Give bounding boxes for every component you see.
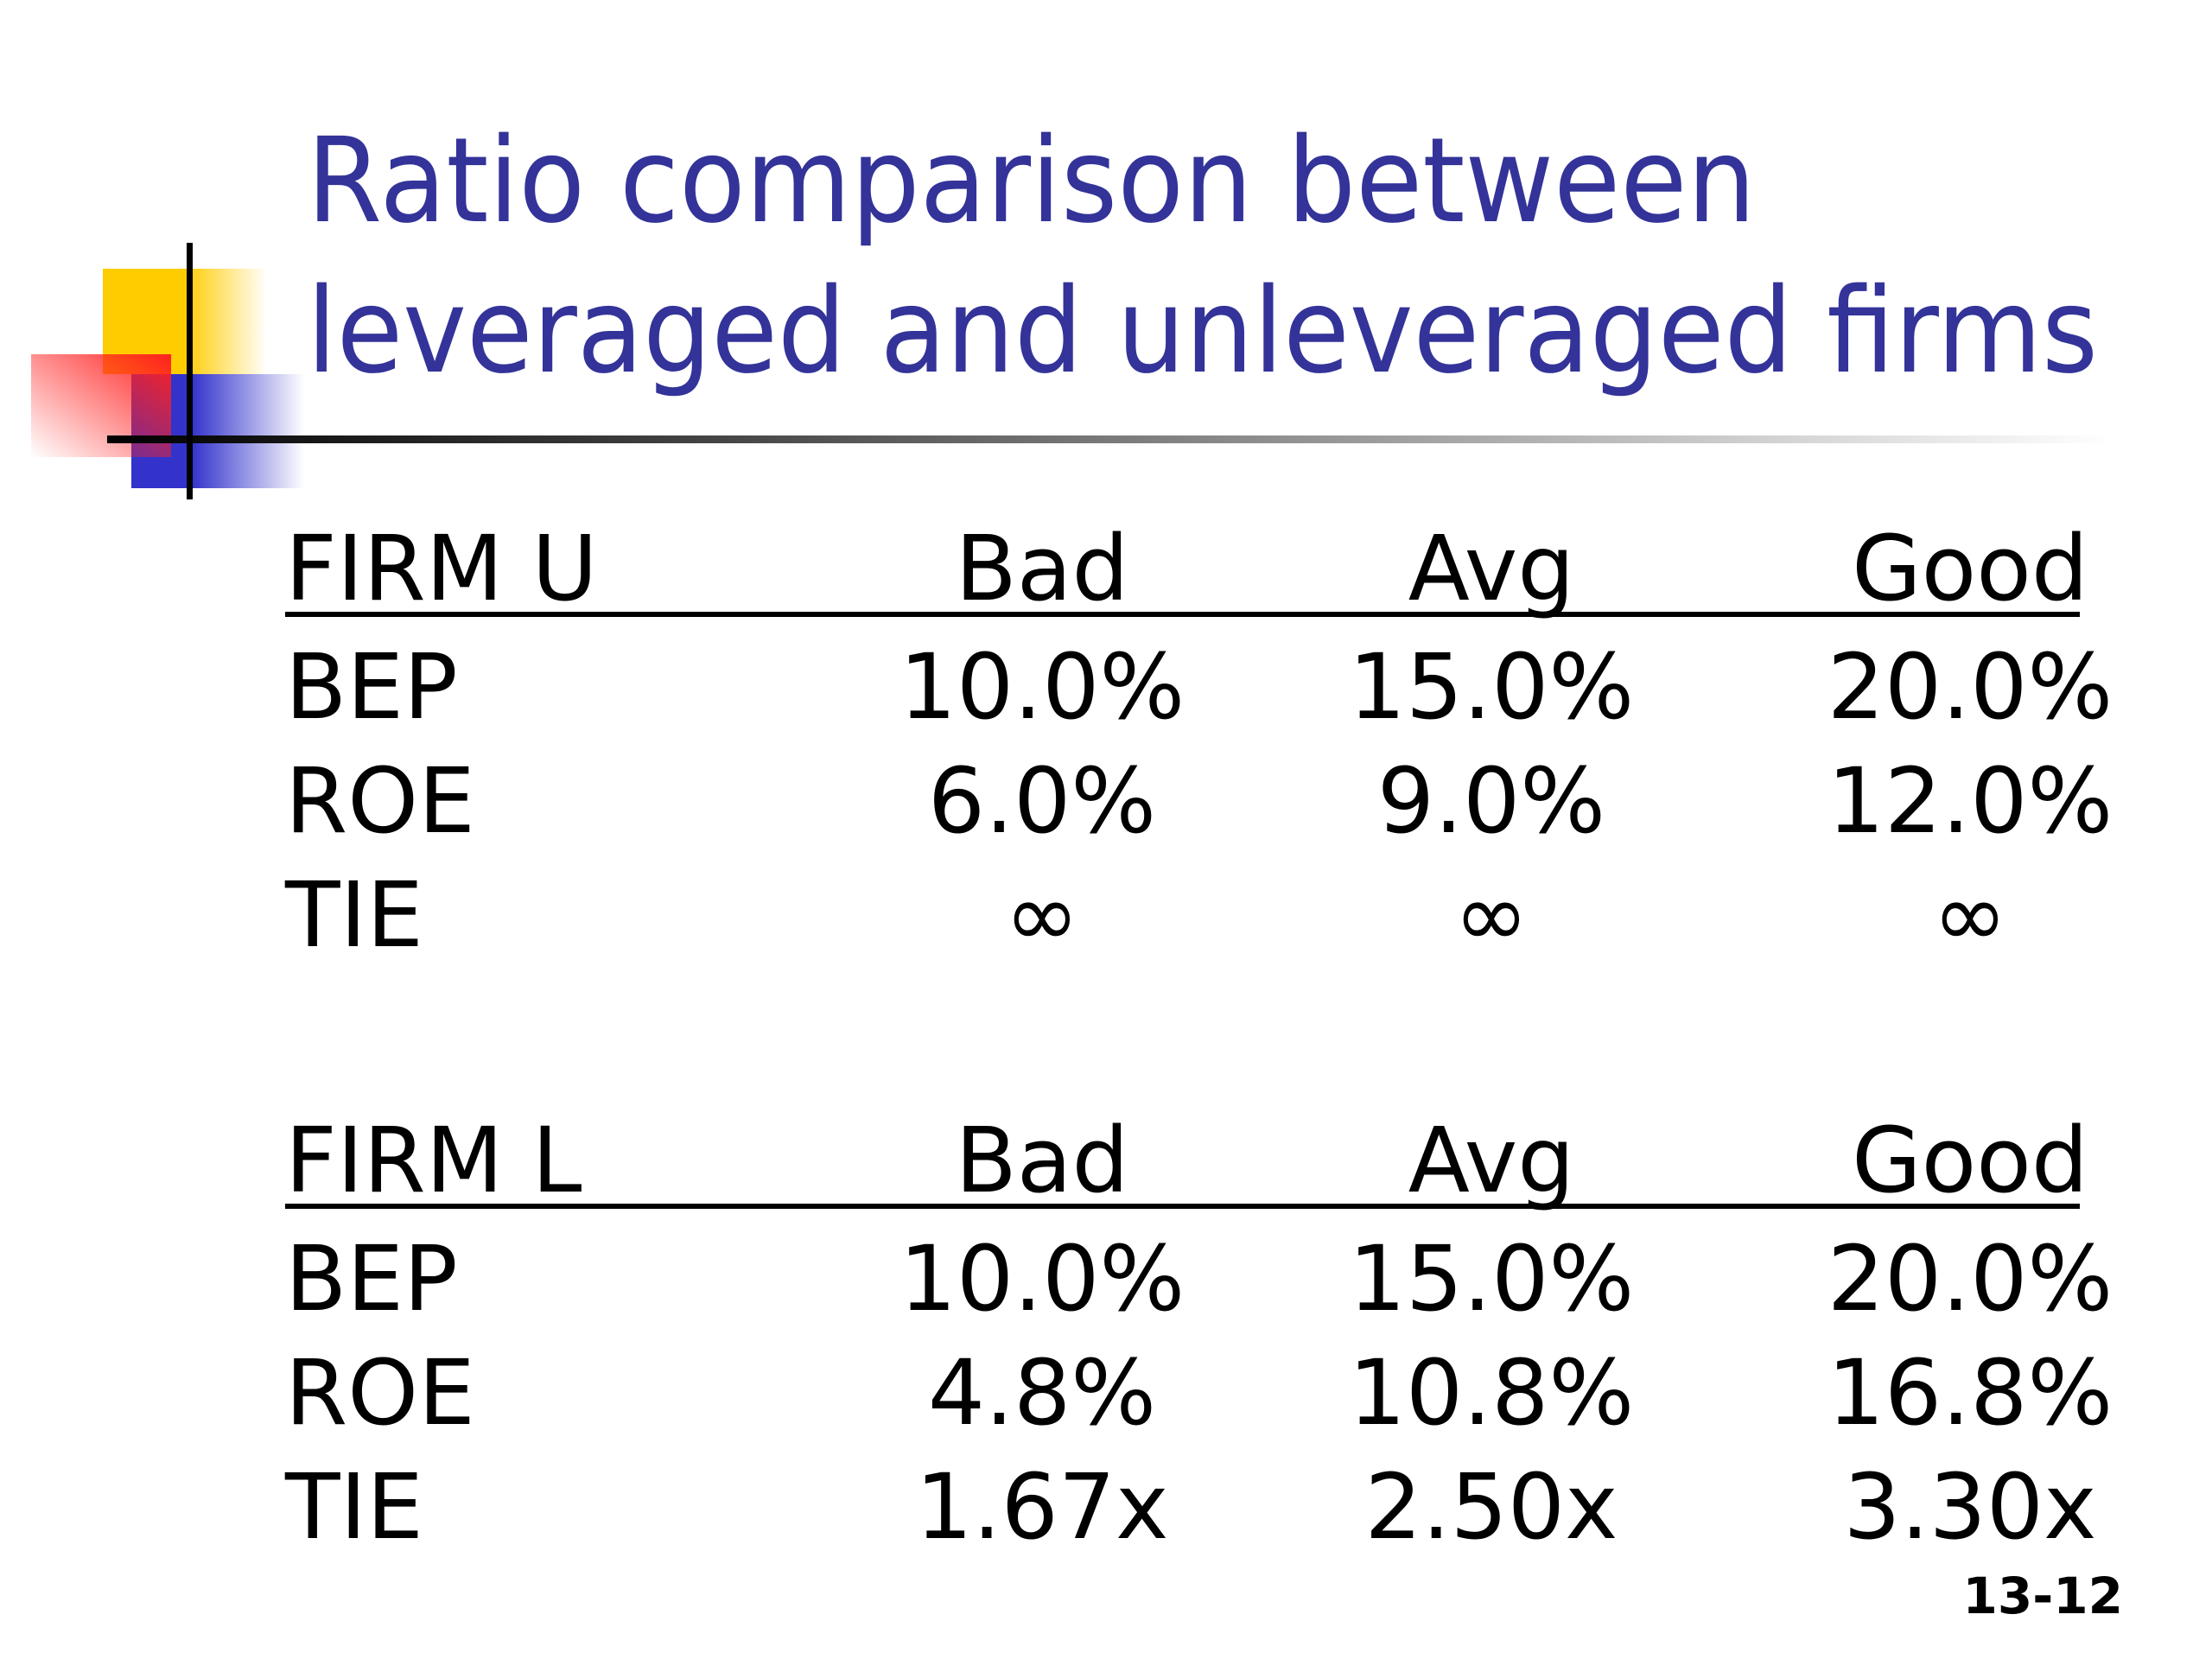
value-cell: 9.0% — [1377, 748, 1605, 854]
value-cell: 20.0% — [1827, 1226, 2113, 1332]
value-cell: 10.8% — [1349, 1340, 1634, 1446]
value-cell: 20.0% — [1827, 634, 2113, 740]
header-cell: Good — [1852, 516, 2088, 621]
header-cell: FIRM U — [285, 516, 598, 621]
header-cell: Avg — [1408, 516, 1575, 621]
vertical-rule — [187, 243, 193, 499]
value-cell: 6.0% — [928, 748, 1156, 854]
value-cell: 4.8% — [928, 1340, 1156, 1446]
header-cell: FIRM L — [285, 1108, 582, 1213]
decoration — [31, 243, 2113, 499]
header-cell: Bad — [955, 516, 1128, 621]
row-label: TIE — [284, 1454, 423, 1560]
value-cell: 12.0% — [1827, 748, 2113, 854]
row-label: ROE — [285, 748, 475, 854]
value-cell: ∞ — [1933, 862, 2008, 968]
title-line: Ratio comparison between — [307, 113, 1756, 250]
header-cell: Avg — [1408, 1108, 1575, 1213]
header-cell: Bad — [955, 1108, 1128, 1213]
value-cell: 10.0% — [899, 1226, 1185, 1332]
row-label: ROE — [285, 1340, 475, 1446]
slide-number: 13-12 — [1963, 1567, 2124, 1625]
header-cell: Good — [1852, 1108, 2088, 1213]
value-cell: 16.8% — [1827, 1340, 2113, 1446]
row-label: TIE — [284, 862, 423, 968]
title-line: leveraged and unleveraged firms — [307, 264, 2098, 400]
value-cell: 15.0% — [1349, 634, 1634, 740]
value-cell: 2.50x — [1364, 1454, 1618, 1560]
header-underline — [285, 1204, 2080, 1209]
title-rule — [107, 435, 2113, 443]
row-label: BEP — [285, 1226, 458, 1332]
value-cell: ∞ — [1454, 862, 1529, 968]
value-cell: 10.0% — [899, 634, 1185, 740]
header-underline — [285, 612, 2080, 617]
value-cell: ∞ — [1005, 862, 1080, 968]
value-cell: 1.67x — [915, 1454, 1168, 1560]
value-cell: 15.0% — [1349, 1226, 1634, 1332]
value-cell: 3.30x — [1843, 1454, 2096, 1560]
row-label: BEP — [285, 634, 458, 740]
